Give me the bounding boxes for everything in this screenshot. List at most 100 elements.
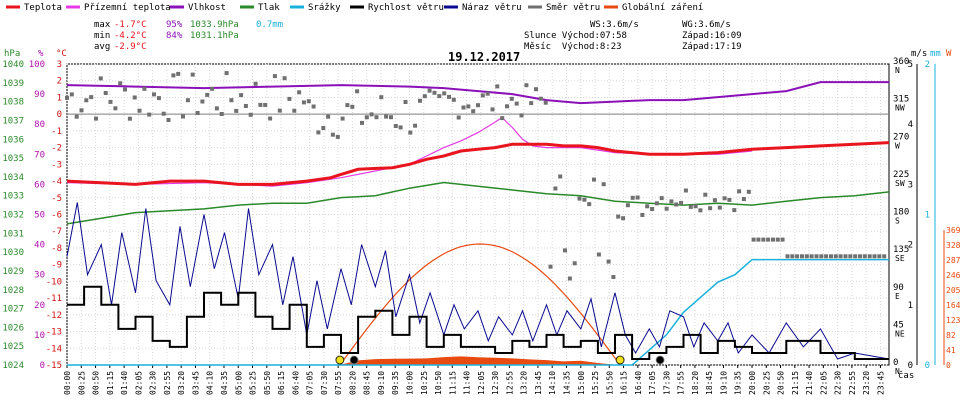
wind-direction-point [243, 104, 248, 108]
wind-direction-point [688, 204, 693, 209]
hpa-tick-label: 1030 [2, 248, 24, 258]
stat-rain: 0.7mm [256, 20, 284, 30]
time-tick-label: 13:45 [534, 371, 543, 395]
wind-direction-point [480, 93, 485, 98]
sunset-marker [615, 355, 625, 365]
wind-direction-point [239, 93, 244, 98]
wind-direction-point [616, 214, 621, 219]
wind-direction-point [780, 237, 785, 242]
hpa-tick-label: 1031 [2, 229, 24, 239]
sunrise-marker [335, 355, 345, 365]
wind-direction-point [74, 114, 79, 119]
wind-direction-point [853, 254, 858, 259]
time-tick-label: 10:25 [420, 371, 429, 395]
wind-direction-point [746, 189, 751, 194]
stat-moonrise: Měsíc Východ:8:23 [524, 42, 622, 52]
stat-sunrise: Slunce Východ:07:58 [524, 31, 627, 41]
wind-direction-point [123, 87, 127, 92]
wind-direction-point [606, 259, 611, 264]
stat-sunset: Západ:16:09 [682, 31, 742, 41]
wind-direction-point [858, 254, 862, 259]
wind-direction-point [432, 90, 437, 95]
wind-direction-point [418, 98, 422, 103]
dir-tick-label: 180 [893, 208, 909, 218]
series-pressure [66, 181, 890, 225]
hpa-tick-label: 1037 [2, 116, 24, 126]
wind-direction-point [775, 237, 780, 242]
legend-label: Rychlost větru [368, 3, 444, 13]
stat-ws: WS:3.6m/s [590, 20, 639, 30]
hpa-tick-label: 1034 [2, 173, 24, 183]
wind-direction-point [355, 89, 360, 94]
dir-tick-label: 360 [893, 57, 909, 67]
mm-tick-label: 0 [925, 361, 930, 371]
wind-direction-point [427, 88, 432, 93]
temp-tick-label: 0 [57, 110, 62, 120]
wind-direction-point [809, 254, 814, 259]
wind-direction-point [882, 254, 887, 259]
time-tick-label: 18:45 [705, 371, 714, 395]
ms-unit: m/s [911, 49, 927, 59]
time-tick-label: 03:20 [177, 371, 186, 395]
time-tick-label: 23:20 [862, 371, 871, 395]
wind-direction-point [795, 254, 800, 259]
wind-direction-point [297, 90, 302, 95]
wind-direction-point [543, 100, 548, 105]
dir-compass-label: S [895, 217, 900, 226]
wind-direction-point [98, 76, 103, 81]
dir-compass-label: SW [895, 179, 905, 188]
time-tick-label: 09:10 [377, 371, 386, 395]
wind-direction-point [509, 96, 514, 101]
pct-tick-label: 70 [34, 150, 45, 160]
temp-tick-label: -4 [51, 177, 62, 187]
wind-direction-point [500, 116, 505, 121]
hpa-tick-label: 1035 [2, 154, 24, 164]
time-tick-label: 05:00 [234, 371, 243, 395]
moonset-marker [655, 355, 665, 365]
wind-direction-point [553, 186, 558, 191]
wind-direction-point [190, 72, 195, 77]
time-tick-label: 13:20 [520, 371, 529, 395]
time-tick-label: 15:25 [591, 371, 600, 395]
wind-direction-point [567, 276, 572, 281]
wind-direction-point [277, 108, 282, 113]
legend-label: Globální záření [622, 3, 703, 13]
wind-direction-point [679, 200, 684, 205]
wind-direction-point [461, 105, 466, 110]
time-unit: čas [898, 370, 914, 381]
wind-direction-point [732, 208, 737, 213]
legend-label: Směr větru [546, 3, 600, 13]
w-tick-label: 328 [946, 241, 961, 250]
time-tick-label: 19:35 [734, 371, 743, 395]
wind-direction-point [200, 99, 205, 104]
time-tick-label: 14:10 [548, 371, 557, 395]
series-humidity [66, 81, 889, 105]
wind-direction-point [447, 94, 451, 99]
time-tick-label: 06:15 [277, 371, 286, 395]
wind-direction-point [229, 98, 234, 103]
wind-direction-point [592, 177, 596, 182]
wind-direction-point [413, 123, 418, 128]
wind-direction-point [838, 254, 843, 259]
wind-direction-point [596, 252, 601, 257]
wind-direction-point [219, 112, 224, 116]
dir-tick-label: 0 [893, 358, 898, 368]
mm-tick-label: 2 [925, 60, 930, 70]
wind-direction-point [142, 86, 147, 91]
wind-direction-point [369, 112, 374, 117]
temp-tick-label: -1 [51, 127, 62, 137]
mm-unit: mm [930, 49, 941, 59]
stat-min-hum: 84% [166, 31, 183, 41]
wind-direction-point [659, 196, 664, 201]
wind-direction-point [166, 118, 171, 122]
legend-label: Srážky [308, 3, 341, 13]
wind-direction-point [519, 113, 524, 118]
dir-compass-label: W [895, 141, 900, 150]
legend-label: Teplota [24, 3, 62, 13]
time-tick-label: 06:40 [291, 371, 300, 395]
wind-direction-point [563, 248, 567, 253]
wind-direction-point [703, 192, 708, 197]
dir-compass-label: E [895, 292, 900, 301]
wind-direction-point [156, 96, 161, 101]
wind-direction-point [471, 109, 476, 114]
